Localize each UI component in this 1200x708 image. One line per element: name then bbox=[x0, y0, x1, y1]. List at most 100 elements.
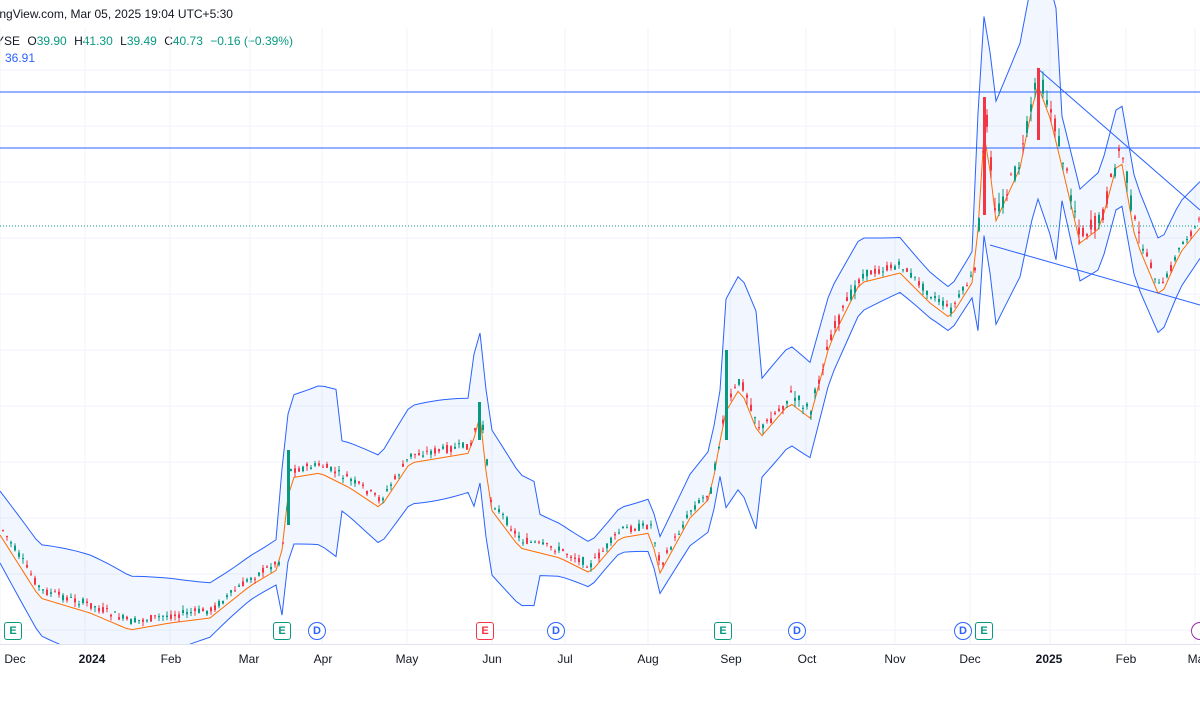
candle-body bbox=[894, 266, 896, 270]
earnings-marker-icon[interactable]: E bbox=[4, 622, 22, 640]
indicator-value: 36.91 bbox=[5, 51, 36, 65]
candle-body bbox=[390, 484, 392, 486]
dividend-marker-icon[interactable]: D bbox=[547, 622, 565, 640]
time-axis-label: Mar bbox=[238, 652, 260, 666]
candle-body bbox=[978, 218, 980, 231]
candle-body bbox=[150, 615, 152, 622]
time-axis-label: Jul bbox=[557, 652, 573, 666]
candle-body bbox=[22, 558, 24, 560]
earnings-marker-icon[interactable]: E bbox=[714, 622, 732, 640]
candle-body bbox=[354, 479, 356, 484]
candle-body bbox=[258, 572, 260, 576]
candle-body bbox=[750, 404, 752, 411]
candle-body bbox=[898, 261, 900, 265]
time-axis-label: Feb bbox=[160, 652, 182, 666]
candle-body bbox=[394, 475, 396, 479]
candle-body bbox=[54, 591, 56, 593]
candle-body bbox=[370, 489, 372, 491]
high-value: 41.30 bbox=[82, 34, 113, 48]
candle-body bbox=[954, 302, 956, 304]
candle-body bbox=[310, 467, 312, 470]
candle-body bbox=[634, 528, 636, 531]
candle-body bbox=[1074, 210, 1076, 213]
candle-body bbox=[246, 579, 248, 582]
candle-body bbox=[1018, 167, 1020, 170]
candle-body bbox=[466, 444, 468, 450]
candle-body bbox=[882, 271, 884, 273]
candle-body bbox=[290, 469, 292, 471]
candle-body bbox=[170, 614, 172, 619]
channel-lower-line bbox=[989, 244, 1200, 306]
time-axis-label: 2024 bbox=[78, 652, 106, 666]
candle-body bbox=[1098, 214, 1100, 224]
candle-body bbox=[250, 577, 252, 580]
candle-body bbox=[890, 264, 892, 269]
candle-body bbox=[174, 614, 176, 617]
candle-body bbox=[450, 446, 452, 452]
candle-body bbox=[1106, 191, 1108, 205]
dividend-marker-icon[interactable]: D bbox=[788, 622, 806, 640]
candle-body bbox=[910, 272, 912, 278]
candle-body bbox=[706, 495, 708, 498]
candle-body bbox=[662, 562, 664, 565]
candle-body bbox=[870, 270, 872, 275]
candle-body bbox=[110, 614, 112, 617]
candle-body bbox=[1158, 282, 1160, 284]
candle-body bbox=[482, 424, 484, 430]
candle-body bbox=[202, 608, 204, 612]
candle-body bbox=[950, 307, 952, 314]
candle-body bbox=[526, 537, 528, 544]
candle-body bbox=[1070, 195, 1072, 202]
candle-body bbox=[1122, 158, 1124, 160]
candle-body bbox=[842, 305, 844, 308]
candle-body bbox=[142, 619, 144, 622]
candle-body bbox=[542, 542, 544, 545]
chart-title: dingView.com, Mar 05, 2025 19:04 UTC+5:3… bbox=[0, 7, 233, 21]
time-axis-label: Aug bbox=[637, 652, 659, 666]
candle-body bbox=[442, 446, 444, 449]
price-chart[interactable] bbox=[0, 0, 1200, 645]
candle-body bbox=[558, 546, 560, 551]
candle-body bbox=[1118, 147, 1120, 152]
time-axis-label: Oct bbox=[797, 652, 817, 666]
candle-body bbox=[254, 578, 256, 580]
candle-body bbox=[294, 468, 296, 473]
candle-body bbox=[686, 514, 688, 518]
candle-body bbox=[474, 428, 476, 430]
candle-body bbox=[698, 500, 700, 503]
candle-body bbox=[1058, 136, 1060, 147]
time-axis-label: 2025 bbox=[1035, 652, 1063, 666]
earnings-miss-marker-icon[interactable]: E bbox=[476, 622, 494, 640]
dividend-marker-icon[interactable]: D bbox=[954, 622, 972, 640]
candle-body bbox=[694, 505, 696, 510]
candle-body bbox=[1014, 166, 1016, 181]
candle-body-spike bbox=[478, 402, 481, 440]
candle-body bbox=[794, 397, 796, 401]
candle-body bbox=[826, 346, 828, 351]
candle-body bbox=[1094, 215, 1096, 231]
ohlc-legend: YSE O39.90 H41.30 L39.49 C40.73 −0.16 (−… bbox=[0, 34, 293, 48]
candle-body bbox=[1198, 218, 1200, 220]
candle-body bbox=[930, 297, 932, 299]
candle-body bbox=[366, 490, 368, 495]
candle-body bbox=[714, 463, 716, 470]
candle-body bbox=[618, 532, 620, 534]
candle-body bbox=[746, 394, 748, 398]
candle-body bbox=[350, 478, 352, 482]
candle-body bbox=[754, 417, 756, 419]
candle-body bbox=[486, 459, 488, 465]
candle-body bbox=[130, 619, 132, 625]
dividend-marker-icon[interactable]: D bbox=[308, 622, 326, 640]
open-value: 39.90 bbox=[36, 34, 67, 48]
candle-body bbox=[62, 595, 64, 601]
candle-body bbox=[226, 595, 228, 598]
candle-body bbox=[822, 369, 824, 371]
earnings-marker-icon[interactable]: E bbox=[273, 622, 291, 640]
candle-body bbox=[1130, 195, 1132, 211]
candle-body bbox=[778, 408, 780, 411]
candle-body bbox=[858, 279, 860, 284]
candle-body bbox=[362, 484, 364, 487]
earnings-marker-icon[interactable]: E bbox=[975, 622, 993, 640]
time-axis-label: Feb bbox=[1115, 652, 1137, 666]
time-axis-line bbox=[0, 644, 1200, 645]
